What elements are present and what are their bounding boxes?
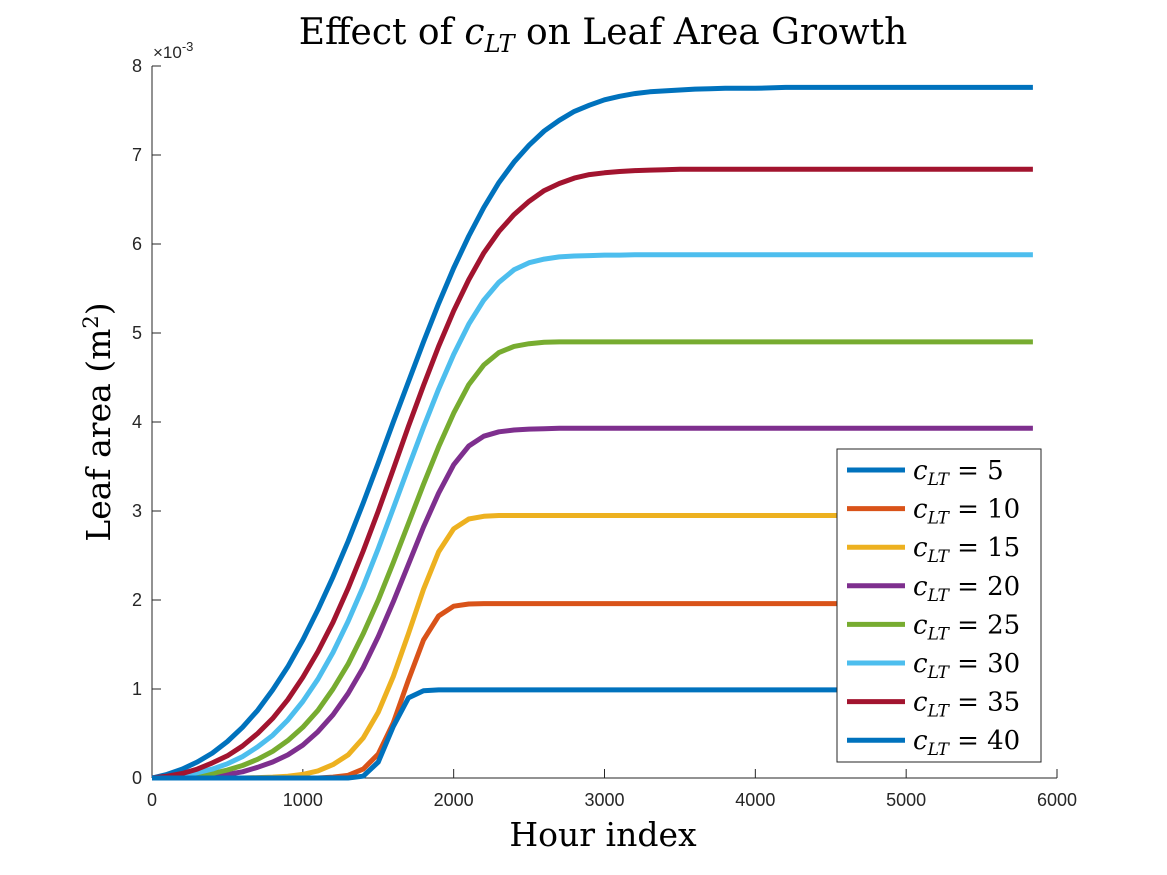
y-tick-label: 4 <box>132 412 142 432</box>
series-line-5 <box>151 84 1033 781</box>
legend-equals: = <box>949 688 987 718</box>
legend-value: 20 <box>987 572 1020 602</box>
legend-equals: = <box>949 610 987 640</box>
legend-symbol: c <box>913 610 928 640</box>
x-tick-label: 5000 <box>886 790 926 810</box>
y-tick-label: 1 <box>132 679 142 699</box>
legend-subscript: LT <box>927 547 951 567</box>
legend-symbol: c <box>913 533 928 563</box>
chart-title-prefix: Effect of <box>299 12 465 53</box>
y-tick-label: 0 <box>132 768 142 788</box>
legend-entry-40: cLT = 40 <box>913 726 1020 760</box>
series-line-30 <box>151 252 1033 781</box>
x-tick-label: 4000 <box>735 790 775 810</box>
legend-entry-25: cLT = 25 <box>913 610 1020 644</box>
legend-entry-30: cLT = 30 <box>913 649 1020 683</box>
y-axis-label: Leaf area (m2) <box>79 302 118 541</box>
legend-value: 10 <box>987 495 1020 525</box>
x-axis-label: Hour index <box>509 815 697 854</box>
legend-value: 30 <box>987 649 1020 679</box>
legend-box <box>836 448 1042 763</box>
legend-symbol: c <box>913 572 928 602</box>
y-axis-label-text: Leaf area (m <box>79 329 118 542</box>
legend-equals: = <box>949 649 987 679</box>
series-line-25 <box>151 339 1033 781</box>
y-tick-label: 6 <box>132 234 142 254</box>
x-tick-label: 1000 <box>283 790 323 810</box>
y-axis-exponent-base: ×10 <box>153 43 182 62</box>
legend-subscript: LT <box>927 470 951 490</box>
y-tick-label: 5 <box>132 323 142 343</box>
legend-subscript: LT <box>927 586 951 606</box>
legend-subscript: LT <box>927 702 951 722</box>
legend-equals: = <box>949 533 987 563</box>
y-axis-exponent-power: -3 <box>182 39 194 54</box>
x-tick-label: 2000 <box>434 790 474 810</box>
series-line-40 <box>152 687 1033 781</box>
y-axis-label-close: ) <box>79 302 118 315</box>
legend-entry-10: cLT = 10 <box>913 495 1020 529</box>
chart-title-suffix: on Leaf Area Growth <box>515 12 908 53</box>
x-tick-label: 6000 <box>1037 790 1077 810</box>
y-tick-label: 8 <box>132 56 142 76</box>
legend-value: 25 <box>987 610 1020 640</box>
legend-value: 35 <box>987 688 1020 718</box>
y-axis-exponent: ×10-3 <box>153 39 193 62</box>
y-axis-label-sup: 2 <box>79 315 103 328</box>
legend-subscript: LT <box>927 509 951 529</box>
legend-subscript: LT <box>927 663 951 683</box>
legend-symbol: c <box>913 726 928 756</box>
x-ticks: 0 1000 2000 3000 4000 5000 6000 <box>147 769 1077 810</box>
series-group <box>151 84 1033 781</box>
legend-value: 5 <box>987 456 1004 486</box>
y-tick-label: 7 <box>132 145 142 165</box>
chart-title-symbol: c <box>464 12 484 53</box>
legend-value: 40 <box>987 726 1020 756</box>
legend-equals: = <box>949 456 987 486</box>
legend-symbol: c <box>913 495 928 525</box>
x-tick-label: 0 <box>147 790 157 810</box>
legend-equals: = <box>949 572 987 602</box>
chart-title: Effect of cLT on Leaf Area Growth <box>299 12 908 58</box>
legend-subscript: LT <box>927 624 951 644</box>
series-line-20 <box>152 425 1033 781</box>
legend-symbol: c <box>913 649 928 679</box>
x-tick-label: 3000 <box>584 790 624 810</box>
legend-symbol: c <box>913 456 928 486</box>
legend-value: 15 <box>987 533 1020 563</box>
legend-entry-5: cLT = 5 <box>913 456 1004 490</box>
y-tick-label: 3 <box>132 501 142 521</box>
legend-symbol: c <box>913 688 928 718</box>
legend-subscript: LT <box>927 740 951 760</box>
legend-entry-35: cLT = 35 <box>913 688 1020 722</box>
chart-title-subscript: LT <box>484 30 517 58</box>
legend-equals: = <box>949 495 987 525</box>
legend-equals: = <box>949 726 987 756</box>
legend-entry-20: cLT = 20 <box>913 572 1020 606</box>
y-ticks: 0 1 2 3 4 5 6 7 8 <box>132 56 161 788</box>
legend-entry-15: cLT = 15 <box>913 533 1020 567</box>
y-tick-label: 2 <box>132 590 142 610</box>
series-line-35 <box>151 166 1033 781</box>
